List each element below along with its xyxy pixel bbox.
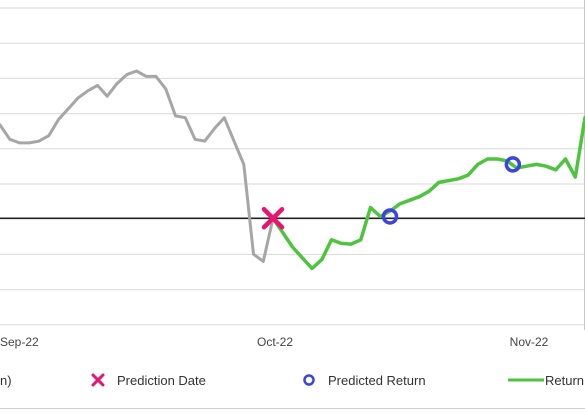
- chart-legend: n) Prediction Date Predicted Return Retu…: [0, 373, 584, 388]
- grid-lines: [0, 7, 585, 326]
- predicted-return-marker: [381, 208, 399, 225]
- prediction-date-marker: [261, 207, 285, 230]
- x-tick-label: Nov-22: [510, 335, 549, 349]
- predicted-return-legend-icon: [303, 374, 315, 386]
- x-axis-ticks: Sep-22 Oct-22 Nov-22: [0, 335, 549, 349]
- legend-label-partial: n): [0, 373, 12, 388]
- marker-layer: [261, 156, 522, 230]
- bottom-divider: [0, 408, 585, 409]
- legend-label-predicted-return: Predicted Return: [328, 373, 426, 388]
- prediction-date-marker-stroke: [261, 207, 285, 230]
- legend-label-prediction-date: Prediction Date: [117, 373, 206, 388]
- series-layer: [0, 69, 585, 271]
- return-line: [271, 115, 585, 271]
- prediction-date-legend-icon: [91, 373, 105, 387]
- predicted-return-marker: [504, 156, 522, 173]
- x-tick-label: Sep-22: [0, 335, 39, 349]
- legend-label-return: Return: [545, 373, 584, 388]
- history-line: [0, 69, 275, 263]
- x-tick-label: Oct-22: [257, 335, 293, 349]
